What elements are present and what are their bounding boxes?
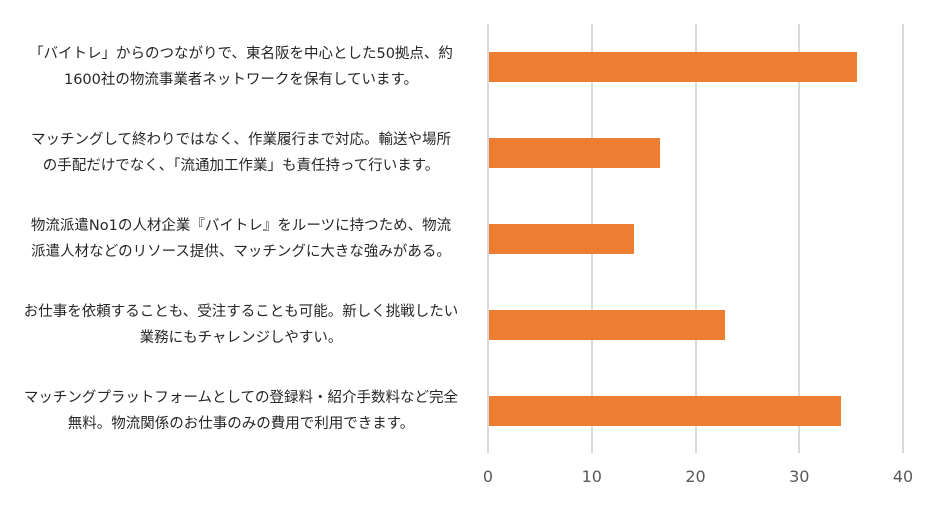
category-label-line: 1600社の物流事業者ネットワークを保有しています。 bbox=[63, 72, 418, 88]
category-label-line: マッチングして終わりではなく、作業履行まで対応。輸送や場所 bbox=[30, 132, 452, 148]
x-tick-label: 20 bbox=[685, 467, 706, 486]
category-label-line: お仕事を依頼することも、受注することも可能。新しく挑戦したい bbox=[23, 304, 459, 320]
gridline bbox=[487, 24, 489, 453]
category-label-line: の手配だけでなく、「流通加工作業」も責任持って行います。 bbox=[42, 158, 440, 174]
bar bbox=[489, 138, 661, 168]
category-label-line: 物流派遣No1の人材企業『バイトレ』をルーツに持つため、物流 bbox=[30, 218, 452, 234]
category-label: 物流派遣No1の人材企業『バイトレ』をルーツに持つため、物流 派遣人材などのリソ… bbox=[10, 213, 472, 265]
category-label-line: 無料。物流関係のお仕事のみの費用で利用できます。 bbox=[67, 416, 415, 432]
category-label: 「バイトレ」からのつながりで、東名阪を中心とした50拠点、約 1600社の物流事… bbox=[10, 41, 472, 93]
x-tick-label: 10 bbox=[581, 467, 602, 486]
gridline bbox=[694, 24, 697, 453]
category-label: マッチングプラットフォームとしての登録料・紹介手数料など完全 無料。物流関係のお… bbox=[10, 385, 472, 437]
x-tick-label: 0 bbox=[482, 467, 494, 486]
bar bbox=[489, 396, 841, 426]
category-label-line: 派遣人材などのリソース提供、マッチングに大きな強みがある。 bbox=[31, 244, 451, 260]
gridline bbox=[902, 24, 904, 453]
bar bbox=[489, 52, 858, 82]
category-label-line: 業務にもチャレンジしやすい。 bbox=[139, 330, 343, 346]
bar bbox=[489, 224, 635, 254]
x-tick-label: 30 bbox=[789, 467, 810, 486]
category-label: マッチングして終わりではなく、作業履行まで対応。輸送や場所 の手配だけでなく、「… bbox=[10, 127, 472, 179]
bar bbox=[489, 310, 725, 340]
x-tick-label: 40 bbox=[892, 467, 914, 486]
category-label-line: 「バイトレ」からのつながりで、東名阪を中心とした50拠点、約 bbox=[29, 46, 453, 62]
category-label-line: マッチングプラットフォームとしての登録料・紹介手数料など完全 bbox=[23, 390, 459, 406]
gridline bbox=[798, 24, 801, 453]
category-label: お仕事を依頼することも、受注することも可能。新しく挑戦したい 業務にもチャレンジ… bbox=[10, 299, 472, 351]
